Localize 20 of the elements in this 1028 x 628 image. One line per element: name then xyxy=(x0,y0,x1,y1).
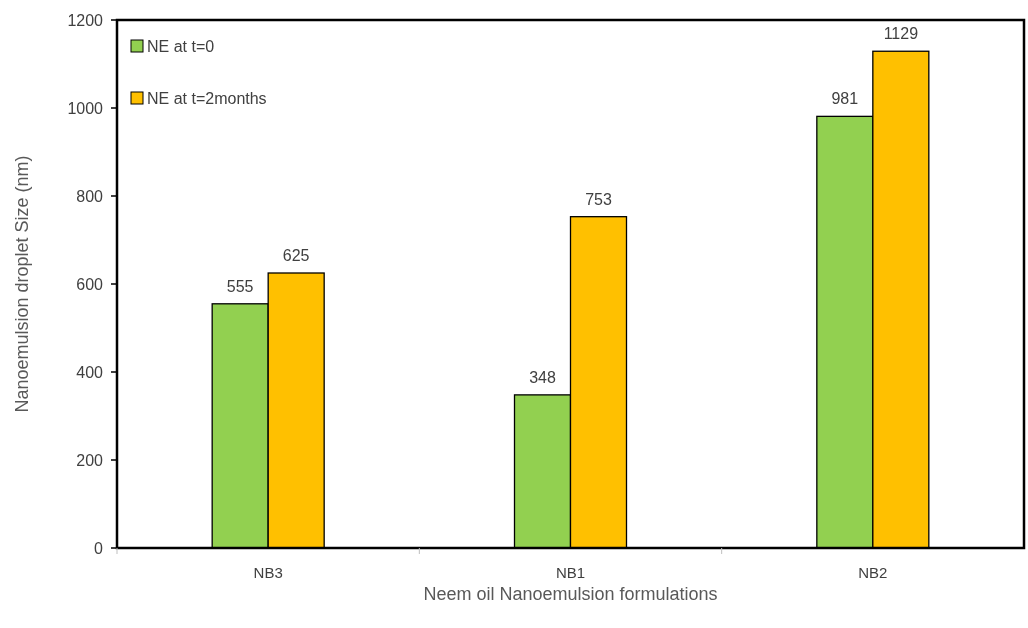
x-axis-title: Neem oil Nanoemulsion formulations xyxy=(423,584,718,604)
y-tick-label: 0 xyxy=(94,539,104,557)
data-label: 625 xyxy=(282,247,310,264)
x-tick-label: NB1 xyxy=(555,564,586,581)
data-label: 981 xyxy=(831,90,859,108)
y-tick-label: 400 xyxy=(76,363,104,381)
x-tick-label: NB3 xyxy=(253,564,283,581)
data-label: 555 xyxy=(226,277,254,295)
x-tick-label: NB2 xyxy=(858,564,888,581)
y-axis-title: Nanoemulsion droplet Size (nm) xyxy=(12,155,32,413)
y-tick-label: 800 xyxy=(76,187,104,205)
y-tick-label: 600 xyxy=(76,275,104,293)
legend-label: NE at t=0 xyxy=(147,37,215,55)
y-tick-label: 1000 xyxy=(67,99,104,117)
data-label: 1129 xyxy=(883,25,919,43)
legend-label: NE at t=2months xyxy=(147,89,267,107)
y-tick-label: 1200 xyxy=(67,11,104,29)
data-label: 753 xyxy=(585,190,612,208)
y-tick-label: 200 xyxy=(76,451,104,469)
data-label: 348 xyxy=(529,368,556,386)
